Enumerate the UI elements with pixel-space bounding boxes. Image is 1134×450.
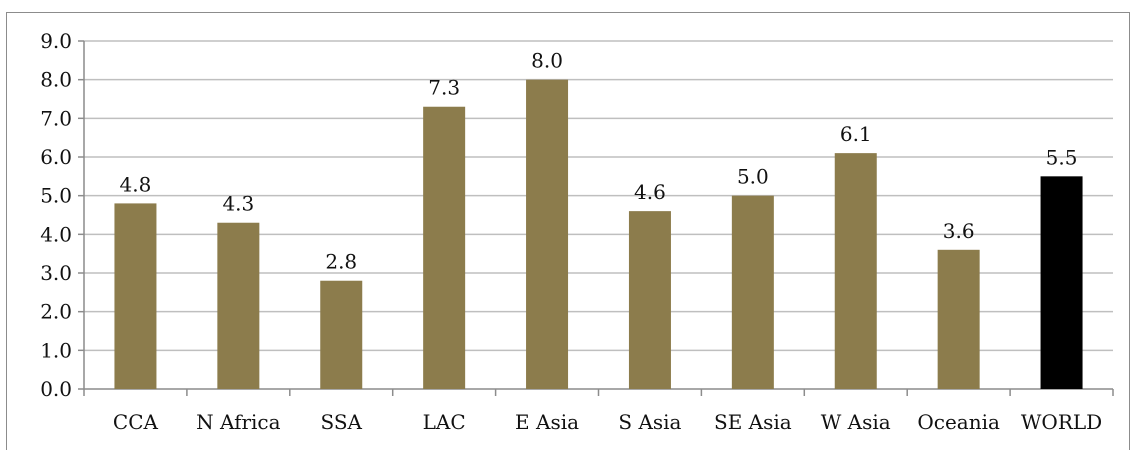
data-label: 3.6 [943,219,975,243]
data-label: 8.0 [531,49,563,73]
bar-oceania [937,249,980,389]
data-label: 5.0 [737,165,769,189]
y-tick-label: 5.0 [40,184,72,208]
bar-world [1040,176,1083,389]
category-label: WORLD [1021,410,1102,434]
data-label: 4.3 [222,192,254,216]
y-tick-label: 1.0 [40,338,72,362]
category-label: SE Asia [714,410,792,434]
category-label: E Asia [515,410,579,434]
category-label: Oceania [917,410,1000,434]
data-label: 7.3 [428,76,460,100]
y-tick-labels: 0.0 1.0 2.0 3.0 4.0 5.0 6.0 7.0 8.0 9.0 [40,29,72,401]
category-label: CCA [113,410,159,434]
y-tick-label: 2.0 [40,300,72,324]
bar-se-asia [731,195,774,389]
data-label: 6.1 [840,122,872,146]
y-tick-label: 3.0 [40,261,72,285]
data-labels: 4.8 4.3 2.8 7.3 8.0 4.6 5.0 6.1 3.6 5.5 [120,49,1078,274]
category-labels: CCA N Africa SSA LAC E Asia S Asia SE Asia W As… [113,410,1102,434]
category-label: W Asia [821,410,891,434]
category-label: SSA [321,410,363,434]
data-label: 4.6 [634,180,666,204]
bars [114,79,1083,390]
bar-ssa [320,280,363,389]
bar-n-africa [217,222,260,389]
bar-w-asia [834,153,877,389]
y-tick-label: 9.0 [40,29,72,53]
data-label: 4.8 [120,172,152,196]
y-tick-label: 0.0 [40,377,72,401]
y-tick-label: 6.0 [40,145,72,169]
data-label: 5.5 [1046,145,1078,169]
y-tick-label: 7.0 [40,106,72,130]
category-label: S Asia [618,410,681,434]
category-label: N Africa [196,410,281,434]
bar-e-asia [526,79,569,390]
y-tick-label: 4.0 [40,222,72,246]
category-label: LAC [423,410,466,434]
y-tick-label: 8.0 [40,68,72,92]
bar-lac [423,106,466,389]
bar-s-asia [628,211,671,389]
bar-cca [114,203,157,389]
data-label: 2.8 [325,250,357,274]
